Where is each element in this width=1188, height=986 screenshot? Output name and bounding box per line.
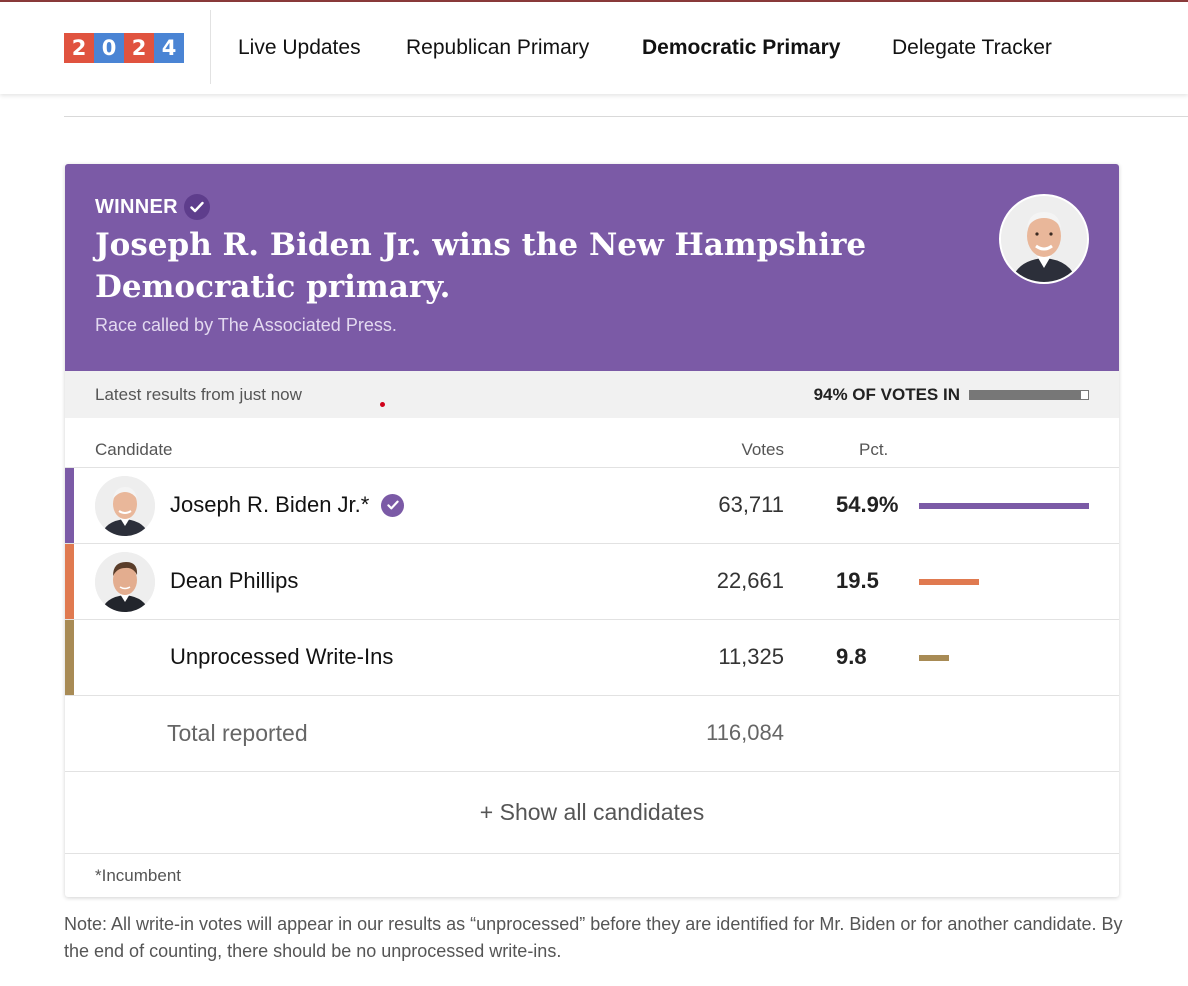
election-2024-logo[interactable]: 2 0 2 4 [64, 33, 184, 63]
logo-digit: 0 [94, 33, 124, 63]
column-header-votes: Votes [741, 440, 784, 459]
total-reported-row: Total reported 116,084 [65, 695, 1119, 771]
nav-divider [210, 10, 211, 84]
show-all-candidates-button[interactable]: + Show all candidates [65, 771, 1119, 853]
nav-democratic-primary[interactable]: Democratic Primary [642, 36, 841, 59]
candidate-row-biden: Joseph R. Biden Jr.* 63,711 54.9% [65, 467, 1119, 544]
logo-digit: 2 [64, 33, 94, 63]
vote-share-bar [919, 655, 949, 661]
nav-live-updates[interactable]: Live Updates [238, 36, 361, 59]
candidate-row-write-ins: Unprocessed Write-Ins 11,325 9.8 [65, 619, 1119, 696]
candidate-photo [95, 476, 155, 536]
candidate-pct: 9.8 [836, 644, 867, 669]
row-color-accent [65, 544, 74, 620]
nav-republican-primary[interactable]: Republican Primary [406, 36, 590, 59]
top-navigation: 2 0 2 4 Live Updates Republican Primary … [0, 2, 1188, 94]
winner-banner: WINNER Joseph R. Biden Jr. wins the New … [65, 164, 1119, 371]
candidate-name-text: Unprocessed Write-Ins [170, 644, 394, 669]
candidate-row-phillips: Dean Phillips 22,661 19.5 [65, 543, 1119, 620]
row-color-accent [65, 468, 74, 544]
top-accent-line [0, 0, 1188, 2]
candidate-name-text: Joseph R. Biden Jr.* [170, 492, 370, 517]
winner-checkmark-icon [381, 493, 405, 517]
row-color-accent [65, 620, 74, 696]
logo-digit: 4 [154, 33, 184, 63]
section-divider [64, 116, 1188, 117]
candidate-votes: 22,661 [716, 568, 784, 593]
latest-results-text: Latest results from just now [95, 385, 302, 404]
logo-digit: 2 [124, 33, 154, 63]
candidate-photo [95, 552, 155, 612]
candidate-name: Unprocessed Write-Ins [170, 644, 393, 670]
total-reported-votes: 116,084 [706, 720, 784, 745]
column-header-pct: Pct. [859, 440, 889, 459]
candidate-name: Joseph R. Biden Jr.* [170, 492, 405, 518]
vote-share-bar [919, 503, 1089, 509]
candidate-pct: 54.9% [836, 492, 899, 517]
votes-in-label: 94% OF VOTES IN [813, 385, 960, 404]
candidate-pct: 19.5 [836, 568, 879, 593]
winner-label: WINNER [95, 194, 210, 220]
incumbent-footnote-text: *Incumbent [95, 866, 181, 885]
nav-delegate-tracker[interactable]: Delegate Tracker [892, 36, 1052, 59]
incumbent-footnote: *Incumbent [65, 853, 1119, 897]
vote-share-bar [919, 579, 979, 585]
winner-headline: Joseph R. Biden Jr. wins the New Hampshi… [95, 227, 867, 305]
results-card: WINNER Joseph R. Biden Jr. wins the New … [65, 164, 1119, 897]
reporting-status-bar: Latest results from just now 94% OF VOTE… [65, 371, 1119, 418]
cursor-dot [380, 402, 385, 407]
candidate-votes: 63,711 [718, 492, 784, 517]
votes-in-progress-bar [969, 390, 1089, 400]
total-reported-label: Total reported [167, 720, 308, 746]
race-called-text: Race called by The Associated Press. [95, 315, 397, 335]
write-in-note: Note: All write-in votes will appear in … [64, 914, 1123, 961]
candidate-votes: 11,325 [718, 644, 784, 669]
winner-text: WINNER [95, 195, 178, 218]
column-header-candidate: Candidate [95, 440, 173, 459]
votes-in-progress-fill [970, 391, 1081, 399]
winner-photo [999, 194, 1089, 284]
candidate-name: Dean Phillips [170, 568, 298, 594]
checkmark-icon [183, 194, 210, 220]
candidate-name-text: Dean Phillips [170, 568, 299, 593]
